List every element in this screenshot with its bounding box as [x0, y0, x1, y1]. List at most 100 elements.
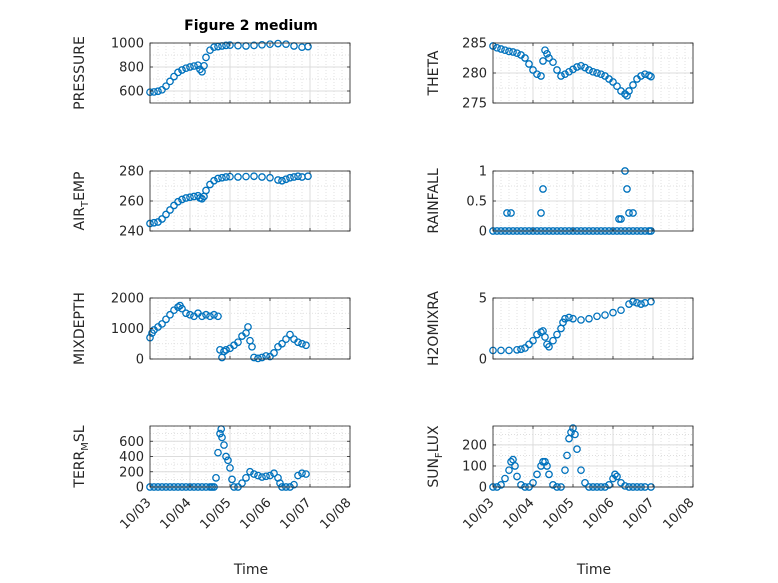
data-point	[549, 336, 557, 345]
data-point	[533, 330, 541, 339]
data-point	[220, 347, 228, 356]
y-tick-label: 400	[119, 450, 144, 465]
y-tick-label: 280	[462, 67, 487, 82]
y-tick-label: 600	[119, 435, 144, 450]
data-point	[621, 482, 629, 490]
data-point	[186, 310, 194, 319]
data-point	[182, 64, 190, 73]
data-point	[553, 66, 561, 74]
data-point	[200, 61, 208, 70]
x-tick-label: 10/06	[237, 495, 274, 532]
x-tick-label: 10/06	[580, 495, 617, 532]
data-point	[577, 61, 585, 70]
data-point	[569, 314, 577, 323]
data-point	[511, 462, 519, 470]
data-point	[503, 209, 511, 217]
data-point	[226, 41, 234, 50]
figure-title: Figure 2 medium	[184, 18, 318, 34]
data-point	[633, 299, 641, 307]
data-series	[489, 42, 655, 100]
data-point	[609, 474, 617, 483]
data-point	[497, 45, 505, 53]
data-point	[162, 82, 170, 91]
y-axis-label: TERRMSL	[72, 425, 91, 488]
data-point	[302, 341, 310, 350]
data-point	[214, 448, 222, 457]
data-point	[625, 209, 633, 217]
data-point	[557, 72, 565, 80]
data-point	[597, 70, 605, 79]
data-point	[507, 209, 515, 217]
data-series	[489, 424, 655, 491]
subplot-h2omixra: 0 5 H2OMIXRA	[426, 291, 694, 368]
data-point	[218, 433, 226, 442]
data-point	[294, 471, 302, 480]
data-point	[154, 87, 162, 96]
y-tick-label: 0.5	[466, 195, 487, 210]
data-point	[539, 57, 547, 65]
x-tick-label: 10/05	[540, 495, 577, 532]
data-point	[629, 297, 637, 306]
data-point	[304, 172, 312, 181]
data-point	[569, 65, 577, 74]
data-point	[258, 173, 266, 181]
data-point	[601, 311, 609, 319]
data-point	[525, 60, 533, 68]
y-tick-label: 0	[479, 481, 487, 496]
data-point	[571, 430, 579, 439]
y-tick-label: 0	[479, 225, 487, 240]
data-point	[158, 320, 166, 328]
data-point	[577, 316, 585, 324]
y-axis-label: AIRTEMP	[72, 172, 91, 231]
data-point	[611, 470, 619, 479]
data-point	[238, 479, 246, 488]
data-series	[146, 172, 312, 228]
data-point	[609, 308, 617, 317]
data-point	[505, 466, 513, 475]
y-tick-label: 200	[119, 465, 144, 480]
data-point	[517, 345, 525, 354]
data-point	[266, 173, 274, 182]
data-point	[585, 66, 593, 74]
data-point	[282, 335, 290, 344]
subplot-theta: 275 280 285 THETA	[426, 37, 694, 112]
x-axis-label-left: Time	[233, 562, 268, 578]
data-point	[162, 210, 170, 219]
data-point	[617, 306, 625, 315]
y-tick-label: 0	[479, 353, 487, 368]
subplot-mixdepth: 0 1000 2000 MIXDEPTH	[72, 292, 351, 368]
data-point	[246, 467, 254, 476]
data-point	[623, 185, 631, 193]
data-point	[242, 473, 250, 482]
data-point	[186, 63, 194, 71]
data-point	[585, 314, 593, 323]
data-point	[533, 470, 541, 479]
axes-box	[492, 297, 694, 360]
data-point	[202, 53, 210, 62]
axes-box	[492, 425, 694, 488]
y-tick-label: 1	[479, 165, 487, 180]
data-point	[497, 346, 505, 355]
data-point	[561, 314, 569, 323]
data-point	[244, 323, 252, 331]
data-point	[270, 349, 278, 357]
data-point	[553, 330, 561, 339]
x-tick-label: 10/04	[157, 495, 194, 532]
y-tick-label: 600	[119, 85, 144, 100]
data-point	[541, 333, 549, 341]
data-point	[250, 41, 258, 50]
data-point	[647, 297, 655, 306]
data-point	[549, 58, 557, 67]
data-point	[282, 175, 290, 184]
data-point	[258, 473, 266, 481]
data-point	[234, 173, 242, 181]
data-point	[625, 300, 633, 308]
data-point	[266, 471, 274, 480]
data-point	[545, 470, 553, 479]
data-point	[162, 315, 170, 324]
data-point	[222, 452, 230, 461]
data-point	[625, 87, 633, 95]
data-point	[250, 172, 258, 181]
data-point	[150, 88, 158, 96]
